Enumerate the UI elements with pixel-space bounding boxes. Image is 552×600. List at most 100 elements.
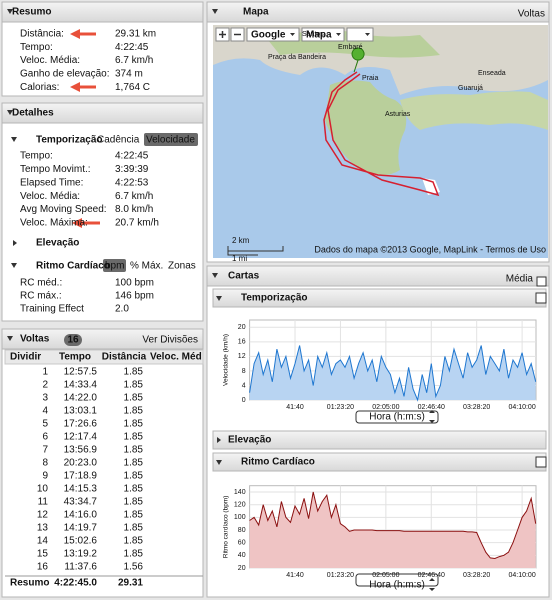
field-label: RC máx.: [20, 291, 62, 302]
field-value: 1,764 C [115, 82, 150, 93]
cell: 12:17.4 [64, 432, 98, 443]
map-button: Google [251, 30, 286, 41]
cell: 20:23.0 [64, 458, 98, 469]
field-label: Distância: [20, 29, 64, 40]
cell: 1 [42, 367, 48, 378]
y-tick-label: 8 [242, 368, 246, 375]
x-tick-label: 02:05:00 [372, 572, 399, 579]
cell: 1.85 [124, 445, 144, 456]
x-tick-label: 02:46:40 [418, 404, 445, 411]
cell: 1.85 [124, 393, 144, 404]
cell: 1.85 [124, 484, 144, 495]
field-label: Veloc. Média: [20, 191, 80, 202]
x-tick-label: 41:40 [286, 404, 304, 411]
tab: Zonas [168, 261, 196, 272]
cell: 4 [42, 406, 48, 417]
field-value: 29.31 km [115, 29, 156, 40]
y-tick-label: 80 [238, 527, 246, 534]
x-tick-label: 04:10:00 [508, 404, 535, 411]
collapse-arrows[interactable] [7, 9, 222, 465]
place-name: Praia [362, 75, 378, 82]
voltas-table: Dividir Tempo Distância Veloc. Méd 1 12:57.5 1… [10, 352, 202, 589]
place-name: Enseada [478, 70, 506, 77]
field-label: Tempo Movimt.: [20, 164, 91, 175]
cell: 14:22.0 [64, 393, 98, 404]
cell: 6 [42, 432, 48, 443]
y-tick-label: 16 [238, 339, 246, 346]
cell: 11:37.6 [64, 562, 97, 573]
cell: 2 [42, 380, 48, 391]
cell: 14:19.7 [64, 523, 98, 534]
cell: 43:34.7 [64, 497, 98, 508]
total-cell: Resumo [10, 578, 49, 589]
total-cell: 29.31 [118, 578, 143, 589]
link[interactable]: Ver Divisões [142, 335, 198, 346]
place-name: Praça da Bandeira [268, 54, 326, 61]
cell: 1.85 [124, 497, 144, 508]
cell: 1.85 [124, 549, 144, 560]
x-selector[interactable]: Hora (h:m:s) [369, 580, 425, 591]
cell: 1.56 [124, 562, 144, 573]
line [249, 345, 537, 402]
section-title: Elevação [36, 238, 79, 249]
field-value: 4:22:45 [115, 151, 149, 162]
cell: 1.85 [124, 536, 144, 547]
place-name: Guarujá [458, 85, 483, 92]
badge: 16 [67, 335, 79, 346]
field-label: Avg Moving Speed: [20, 204, 107, 215]
tab: bpm [105, 261, 124, 272]
field-label: Training Effect [20, 304, 84, 315]
x-tick-label: 01:23:20 [327, 404, 354, 411]
cell: 3 [42, 393, 48, 404]
column-header: Dividir [10, 352, 41, 363]
tab: Cadência [97, 135, 140, 146]
y-tick-label: 100 [234, 514, 246, 521]
cell: 16 [37, 562, 49, 573]
field-label: Veloc. Média: [20, 55, 80, 66]
map-attribution: Dados do mapa ©2013 Google, MapLink - Te… [314, 244, 546, 254]
field-value: 146 bpm [115, 291, 154, 302]
field-value: 4:22:45 [115, 42, 149, 53]
x-selector[interactable]: Hora (h:m:s) [369, 412, 425, 423]
tab: Temporização [36, 135, 103, 146]
panel-headers [1, 1, 550, 472]
cell: 13:56.9 [64, 445, 98, 456]
cell: 11 [38, 497, 49, 508]
y-axis-label: Velocidade (km/h) [223, 334, 230, 386]
field-label: Tempo: [20, 151, 53, 162]
cell: 7 [42, 445, 48, 456]
x-tick-label: 03:28:20 [463, 404, 490, 411]
field-value: 3:39:39 [115, 164, 149, 175]
panel-title: Cartas [228, 271, 260, 282]
cell: 1.85 [124, 367, 144, 378]
field-label: Calorias: [20, 82, 59, 93]
x-tick-label: 01:23:20 [327, 572, 354, 579]
cell: 17:18.9 [64, 471, 98, 482]
cell: 1.85 [124, 419, 144, 430]
dropdown-arrows [429, 578, 435, 591]
total-cell: 4:22:45.0 [54, 578, 97, 589]
cell: 12:57.5 [64, 367, 98, 378]
field-value: 6.7 km/h [115, 55, 153, 66]
column-header: Distância [102, 352, 147, 363]
field-value: 374 m [115, 69, 143, 80]
y-tick-label: 60 [238, 540, 246, 547]
field-value: 8.0 km/h [115, 204, 153, 215]
dropdowns[interactable] [355, 276, 547, 587]
cell: 13:03.1 [64, 406, 98, 417]
scale-label: 1 mi [232, 254, 247, 263]
cell: 14:33.4 [64, 380, 98, 391]
field-label: Elapsed Time: [20, 177, 83, 188]
field-label: Tempo: [20, 42, 53, 53]
panel-title: Resumo [12, 7, 51, 18]
column-header: Tempo [59, 352, 91, 363]
column-header: Veloc. Méd [150, 352, 202, 363]
section-title: Elevação [228, 435, 271, 446]
y-tick-label: 20 [238, 565, 246, 572]
cell: 1.85 [124, 510, 144, 521]
voltas-table-frame [4, 349, 204, 577]
cell: 10 [37, 484, 49, 495]
x-tick-label: 03:28:20 [463, 572, 490, 579]
cell: 15 [37, 549, 49, 560]
link: Média [506, 274, 534, 285]
